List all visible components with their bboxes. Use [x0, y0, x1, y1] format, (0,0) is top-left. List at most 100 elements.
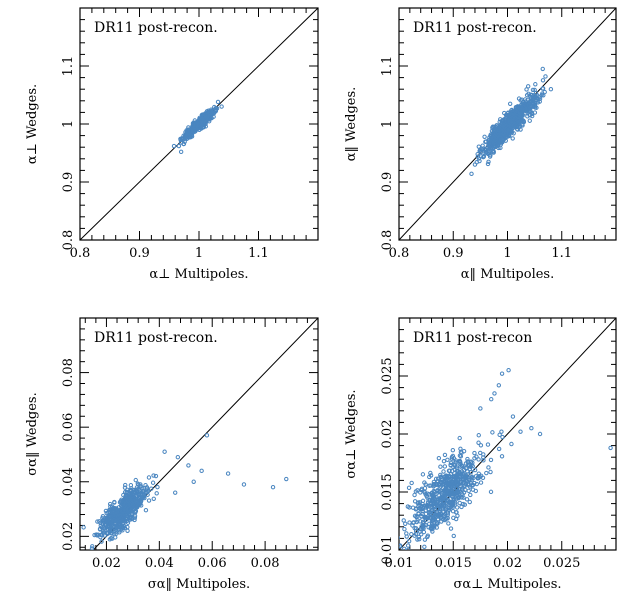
data-point	[191, 479, 196, 484]
data-point	[442, 452, 448, 458]
data-point	[476, 433, 481, 438]
data-point	[451, 492, 457, 497]
data-point	[162, 449, 167, 454]
data-point	[103, 508, 109, 514]
y-tick-label: 0.8	[61, 230, 76, 251]
data-point	[486, 159, 491, 164]
y-tick-label: 1.1	[380, 56, 395, 77]
data-point	[199, 468, 204, 474]
data-point	[439, 519, 444, 524]
data-point	[420, 472, 426, 477]
data-point	[518, 118, 523, 124]
data-point	[171, 143, 177, 149]
data-point	[488, 469, 493, 475]
data-point	[117, 521, 122, 527]
data-point	[430, 493, 435, 498]
data-point	[186, 463, 191, 468]
data-point	[456, 494, 462, 500]
data-point	[482, 134, 487, 140]
y-tick-label: 0.8	[380, 230, 395, 251]
y-axis-label: α‖ Wedges.	[344, 87, 359, 162]
y-tick-label: 1	[380, 120, 395, 128]
data-point	[117, 513, 123, 519]
data-point	[436, 482, 441, 488]
data-point	[459, 479, 464, 485]
data-point	[527, 100, 533, 105]
data-point	[112, 499, 117, 505]
y-axis-label: σα⊥ Wedges.	[344, 389, 359, 478]
data-point	[493, 142, 499, 148]
data-point	[457, 500, 462, 506]
data-point	[433, 476, 439, 482]
data-point	[446, 521, 451, 526]
x-tick-label: 0.08	[251, 556, 280, 571]
x-tick-label: 0.015	[435, 556, 472, 571]
data-point	[476, 156, 482, 161]
data-point	[438, 488, 443, 494]
data-point	[510, 414, 516, 419]
y-tick-label: 0.08	[61, 358, 76, 387]
data-point	[497, 119, 502, 125]
data-point	[433, 501, 439, 506]
data-point	[450, 448, 456, 453]
data-point	[468, 480, 474, 486]
data-point	[114, 508, 119, 514]
data-point	[127, 515, 132, 520]
data-point	[450, 503, 456, 508]
data-point	[608, 445, 613, 451]
x-axis-label: σα‖ Multipoles.	[148, 577, 250, 592]
data-point	[481, 458, 486, 463]
data-point	[210, 111, 215, 117]
data-point	[453, 510, 459, 515]
x-tick-label: 0.02	[92, 556, 121, 571]
data-point	[417, 536, 422, 542]
data-point	[421, 520, 426, 526]
chart-panel-4: 0.01 0.015 0.02 0.025 0.01 0.015 0.02 0.025 DR11…	[344, 317, 617, 592]
x-tick-label: 0.02	[493, 556, 522, 571]
data-point	[438, 497, 443, 502]
data-point	[459, 463, 464, 468]
data-point	[488, 457, 494, 463]
data-point	[508, 116, 513, 122]
y-tick-label: 1.1	[61, 56, 76, 77]
data-point	[504, 119, 509, 124]
data-point	[428, 526, 433, 531]
data-point	[504, 112, 510, 118]
chart-panel-1: 0.8 0.9 1 1.1 0.8 0.9 1 1.1 DR11 post-recon. α⊥ M…	[25, 7, 319, 282]
data-point	[128, 483, 134, 488]
data-point	[138, 482, 143, 487]
data-point	[501, 120, 507, 125]
data-point	[155, 484, 160, 490]
data-point	[488, 489, 494, 495]
data-point	[445, 457, 450, 462]
data-point	[515, 123, 520, 128]
data-point	[503, 123, 509, 129]
data-point	[497, 432, 502, 438]
data-point	[457, 435, 462, 441]
data-point	[506, 368, 511, 373]
data-point	[425, 534, 430, 540]
data-point	[407, 520, 412, 525]
data-point	[438, 479, 443, 484]
data-point	[401, 546, 407, 550]
data-point	[135, 503, 140, 509]
data-point	[457, 487, 462, 492]
data-point	[422, 514, 427, 519]
data-point	[507, 133, 512, 139]
data-point	[429, 527, 434, 532]
data-point	[90, 544, 95, 549]
data-point	[479, 147, 484, 152]
data-point	[116, 505, 122, 510]
data-point	[477, 158, 482, 164]
data-point	[524, 87, 529, 92]
data-point	[516, 114, 521, 120]
data-point	[499, 454, 505, 459]
data-point	[133, 477, 138, 483]
data-point	[472, 162, 478, 167]
data-point	[431, 481, 437, 487]
data-point	[542, 89, 547, 95]
data-point	[510, 136, 515, 141]
data-point	[418, 490, 423, 495]
data-point	[478, 406, 483, 411]
data-point	[457, 453, 463, 458]
